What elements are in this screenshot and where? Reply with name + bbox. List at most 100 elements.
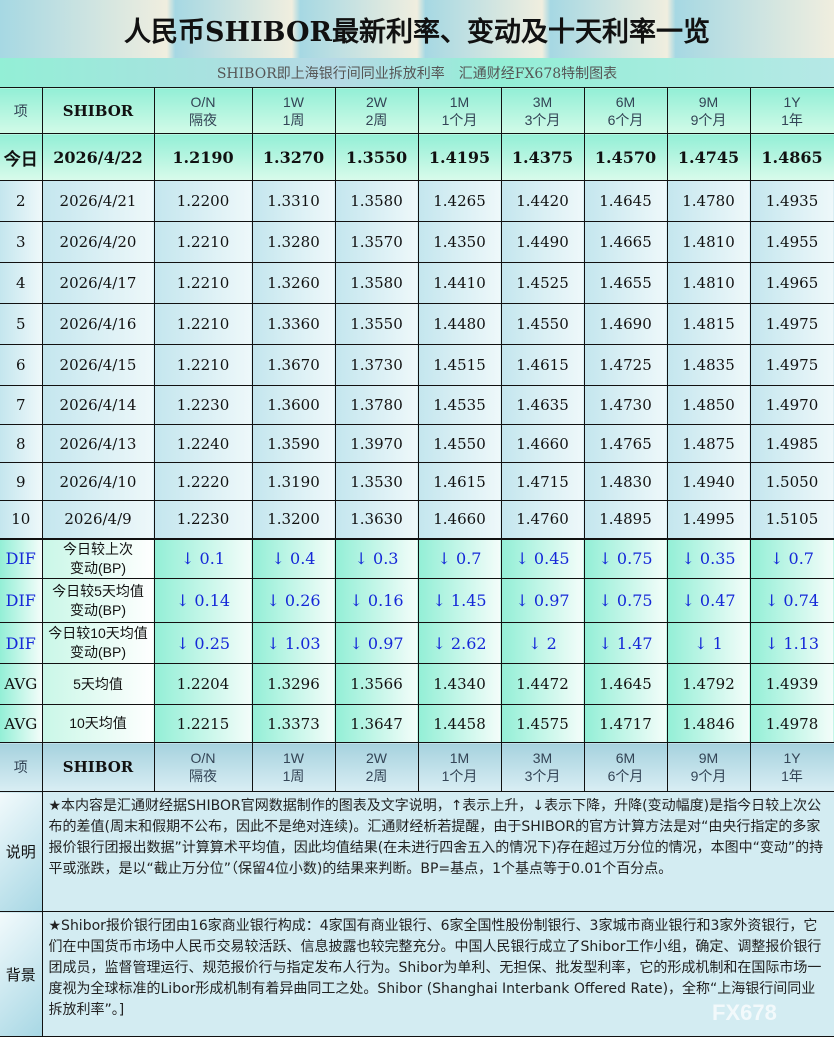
rate-table: 项 SHIBOR O/N 隔夜 1W 1周 2W 2周 1M 1个月 3M 3个月 6M 6个月 9M 9个月…	[0, 87, 834, 1037]
watermark-logo: FX678	[712, 1000, 777, 1025]
tenor-code: 1M	[449, 750, 470, 766]
history-row: 8 2026/4/13 1.2240 1.3590 1.3970 1.4550 1.4660…	[0, 424, 834, 463]
rate-cell: 1.3260	[251, 262, 336, 304]
rate-cell: 1.2210	[153, 221, 253, 263]
rate-cell: 1.4690	[583, 303, 668, 345]
tenor-name: 1周	[282, 111, 305, 128]
dif-cell: ↓ 0.16	[334, 578, 419, 623]
tenor-name: 1个月	[441, 768, 478, 784]
rate-cell: 1.4965	[749, 262, 834, 304]
rate-cell: 1.3970	[334, 424, 419, 463]
rate-cell: 1.4715	[500, 462, 585, 501]
history-row: 7 2026/4/14 1.2230 1.3600 1.3780 1.4535 1.4635…	[0, 385, 834, 425]
dif-cell: ↓ 0.3	[334, 537, 419, 579]
dif-cell: ↓ 0.1	[153, 537, 253, 579]
rate-cell: 1.4835	[666, 344, 751, 386]
tenor-name: 1年	[781, 111, 803, 128]
rate-cell: 1.4830	[583, 462, 668, 501]
header-shibor-label: SHIBOR	[41, 87, 155, 134]
dif-cell: ↓ 0.35	[666, 537, 751, 579]
column-header-7: 1Y 1年	[749, 742, 834, 792]
row-index: 2	[0, 180, 43, 222]
tenor-code: 1Y	[783, 93, 801, 110]
rate-cell: 1.4765	[583, 424, 668, 463]
tenor-name: 隔夜	[189, 768, 217, 784]
row-index: 8	[0, 424, 43, 463]
tenor-code: 9M	[698, 750, 719, 766]
dif-cell: ↓ 0.75	[583, 578, 668, 623]
rate-cell: 1.4955	[749, 221, 834, 263]
row-label: 今日	[0, 133, 43, 181]
column-header-row: 项 SHIBOR O/N 隔夜 1W 1周 2W 2周 1M 1个月 3M 3个月 6M 6个月 9M 9个月…	[0, 87, 834, 134]
rate-cell: 1.4660	[417, 500, 502, 539]
row-index: 9	[0, 462, 43, 501]
row-date: 2026/4/22	[41, 133, 155, 181]
column-header-1: 1W 1周	[251, 87, 336, 134]
note-text: ★本内容是汇通财经据SHIBOR官网数据制作的图表及文字说明，↑表示上升，↓表示…	[41, 791, 834, 912]
row-date: 2026/4/20	[41, 221, 155, 263]
rate-cell: 1.4975	[749, 344, 834, 386]
dif-cell: ↓ 0.7	[749, 537, 834, 579]
tenor-name: 1个月	[441, 111, 478, 128]
tenor-code: 3M	[532, 93, 553, 110]
history-row: 2 2026/4/21 1.2200 1.3310 1.3580 1.4265 1.4420…	[0, 180, 834, 222]
dif-label-line2: 变动(BP)	[70, 601, 126, 618]
avg-label: 10天均值	[41, 704, 155, 743]
rate-cell: 1.3200	[251, 500, 336, 539]
rate-cell: 1.4570	[583, 133, 668, 181]
avg-label: 5天均值	[41, 663, 155, 705]
avg-cell: 1.4846	[666, 704, 751, 743]
note-label: 说明	[0, 791, 43, 912]
column-header-7: 1Y 1年	[749, 87, 834, 134]
avg-cell: 1.4458	[417, 704, 502, 743]
avg-cell: 1.4792	[666, 663, 751, 705]
row-date: 2026/4/15	[41, 344, 155, 386]
rate-cell: 1.4420	[500, 180, 585, 222]
dif-cell: ↓ 0.7	[417, 537, 502, 579]
rate-cell: 1.2210	[153, 262, 253, 304]
tenor-name: 3个月	[524, 768, 561, 784]
avg-cell: 1.4340	[417, 663, 502, 705]
avg-cell: 1.2215	[153, 704, 253, 743]
page-title: 人民币SHIBOR最新利率、变动及十天利率一览	[0, 0, 834, 58]
tenor-code: 2W	[366, 93, 387, 110]
rate-cell: 1.4970	[749, 385, 834, 425]
rate-cell: 1.4550	[417, 424, 502, 463]
tenor-code: O/N	[190, 750, 216, 766]
rate-cell: 1.4350	[417, 221, 502, 263]
rate-cell: 1.3730	[334, 344, 419, 386]
avg-cell: 1.3373	[251, 704, 336, 743]
rate-cell: 1.4375	[500, 133, 585, 181]
rate-cell: 1.4265	[417, 180, 502, 222]
header-shibor-label: SHIBOR	[41, 742, 155, 792]
rate-cell: 1.3780	[334, 385, 419, 425]
rate-cell: 1.3670	[251, 344, 336, 386]
tenor-code: 3M	[532, 750, 553, 766]
dif-cell: ↓ 1.45	[417, 578, 502, 623]
rate-cell: 1.2210	[153, 344, 253, 386]
tenor-name: 6个月	[607, 768, 644, 784]
rate-cell: 1.4525	[500, 262, 585, 304]
row-tag: DIF	[0, 622, 43, 664]
rate-cell: 1.2190	[153, 133, 253, 181]
column-header-4: 3M 3个月	[500, 742, 585, 792]
rate-cell: 1.3190	[251, 462, 336, 501]
row-date: 2026/4/21	[41, 180, 155, 222]
row-date: 2026/4/9	[41, 500, 155, 539]
rate-cell: 1.2210	[153, 303, 253, 345]
rate-cell: 1.4535	[417, 385, 502, 425]
dif-cell: ↓ 0.25	[153, 622, 253, 664]
dif-cell: ↓ 1.03	[251, 622, 336, 664]
column-header-3: 1M 1个月	[417, 742, 502, 792]
tenor-name: 2周	[365, 111, 388, 128]
rate-cell: 1.3580	[334, 262, 419, 304]
note-text: ★Shibor报价银行团由16家商业银行构成：4家国有商业银行、6家全国性股份制…	[41, 911, 834, 1037]
avg-cell: 1.2204	[153, 663, 253, 705]
rate-cell: 1.3600	[251, 385, 336, 425]
tenor-code: 1M	[449, 93, 470, 110]
rate-cell: 1.2220	[153, 462, 253, 501]
dif-row: DIF 今日较5天均值 变动(BP) ↓ 0.14 ↓ 0.26 ↓ 0.16 ↓ 1.45…	[0, 578, 834, 623]
tenor-name: 6个月	[607, 111, 644, 128]
rate-cell: 1.4895	[583, 500, 668, 539]
dif-label-line2: 变动(BP)	[70, 644, 126, 660]
